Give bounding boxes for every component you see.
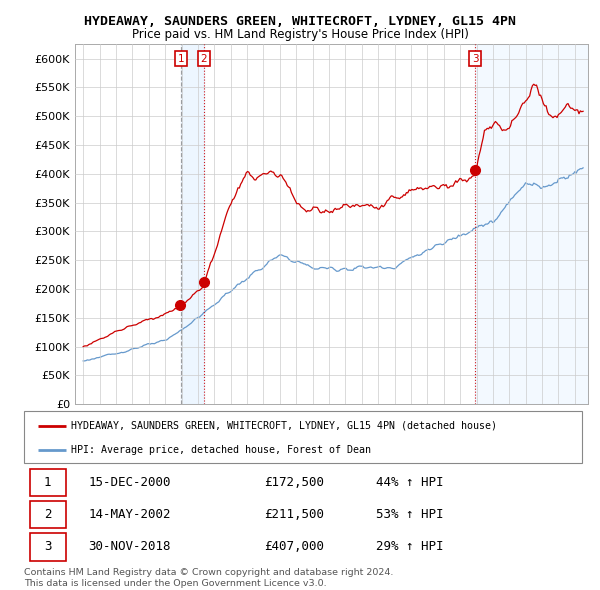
Polygon shape bbox=[181, 44, 204, 404]
Text: This data is licensed under the Open Government Licence v3.0.: This data is licensed under the Open Gov… bbox=[24, 579, 326, 588]
Text: Contains HM Land Registry data © Crown copyright and database right 2024.: Contains HM Land Registry data © Crown c… bbox=[24, 568, 394, 576]
Text: 3: 3 bbox=[44, 540, 52, 553]
Text: Price paid vs. HM Land Registry's House Price Index (HPI): Price paid vs. HM Land Registry's House … bbox=[131, 28, 469, 41]
FancyBboxPatch shape bbox=[24, 411, 582, 463]
Text: 29% ↑ HPI: 29% ↑ HPI bbox=[376, 540, 443, 553]
Text: 3: 3 bbox=[472, 54, 479, 64]
Text: 44% ↑ HPI: 44% ↑ HPI bbox=[376, 476, 443, 489]
Polygon shape bbox=[475, 44, 588, 404]
Text: HPI: Average price, detached house, Forest of Dean: HPI: Average price, detached house, Fore… bbox=[71, 445, 371, 455]
Text: HYDEAWAY, SAUNDERS GREEN, WHITECROFT, LYDNEY, GL15 4PN (detached house): HYDEAWAY, SAUNDERS GREEN, WHITECROFT, LY… bbox=[71, 421, 497, 431]
Text: 14-MAY-2002: 14-MAY-2002 bbox=[88, 508, 170, 522]
Text: £407,000: £407,000 bbox=[264, 540, 324, 553]
Text: 1: 1 bbox=[44, 476, 52, 489]
Text: £211,500: £211,500 bbox=[264, 508, 324, 522]
Text: £172,500: £172,500 bbox=[264, 476, 324, 489]
FancyBboxPatch shape bbox=[29, 533, 66, 560]
FancyBboxPatch shape bbox=[29, 501, 66, 529]
Text: 2: 2 bbox=[200, 54, 208, 64]
Text: 15-DEC-2000: 15-DEC-2000 bbox=[88, 476, 170, 489]
Text: 30-NOV-2018: 30-NOV-2018 bbox=[88, 540, 170, 553]
Text: 53% ↑ HPI: 53% ↑ HPI bbox=[376, 508, 443, 522]
Text: 1: 1 bbox=[178, 54, 184, 64]
FancyBboxPatch shape bbox=[29, 469, 66, 496]
Text: HYDEAWAY, SAUNDERS GREEN, WHITECROFT, LYDNEY, GL15 4PN: HYDEAWAY, SAUNDERS GREEN, WHITECROFT, LY… bbox=[84, 15, 516, 28]
Text: 2: 2 bbox=[44, 508, 52, 522]
